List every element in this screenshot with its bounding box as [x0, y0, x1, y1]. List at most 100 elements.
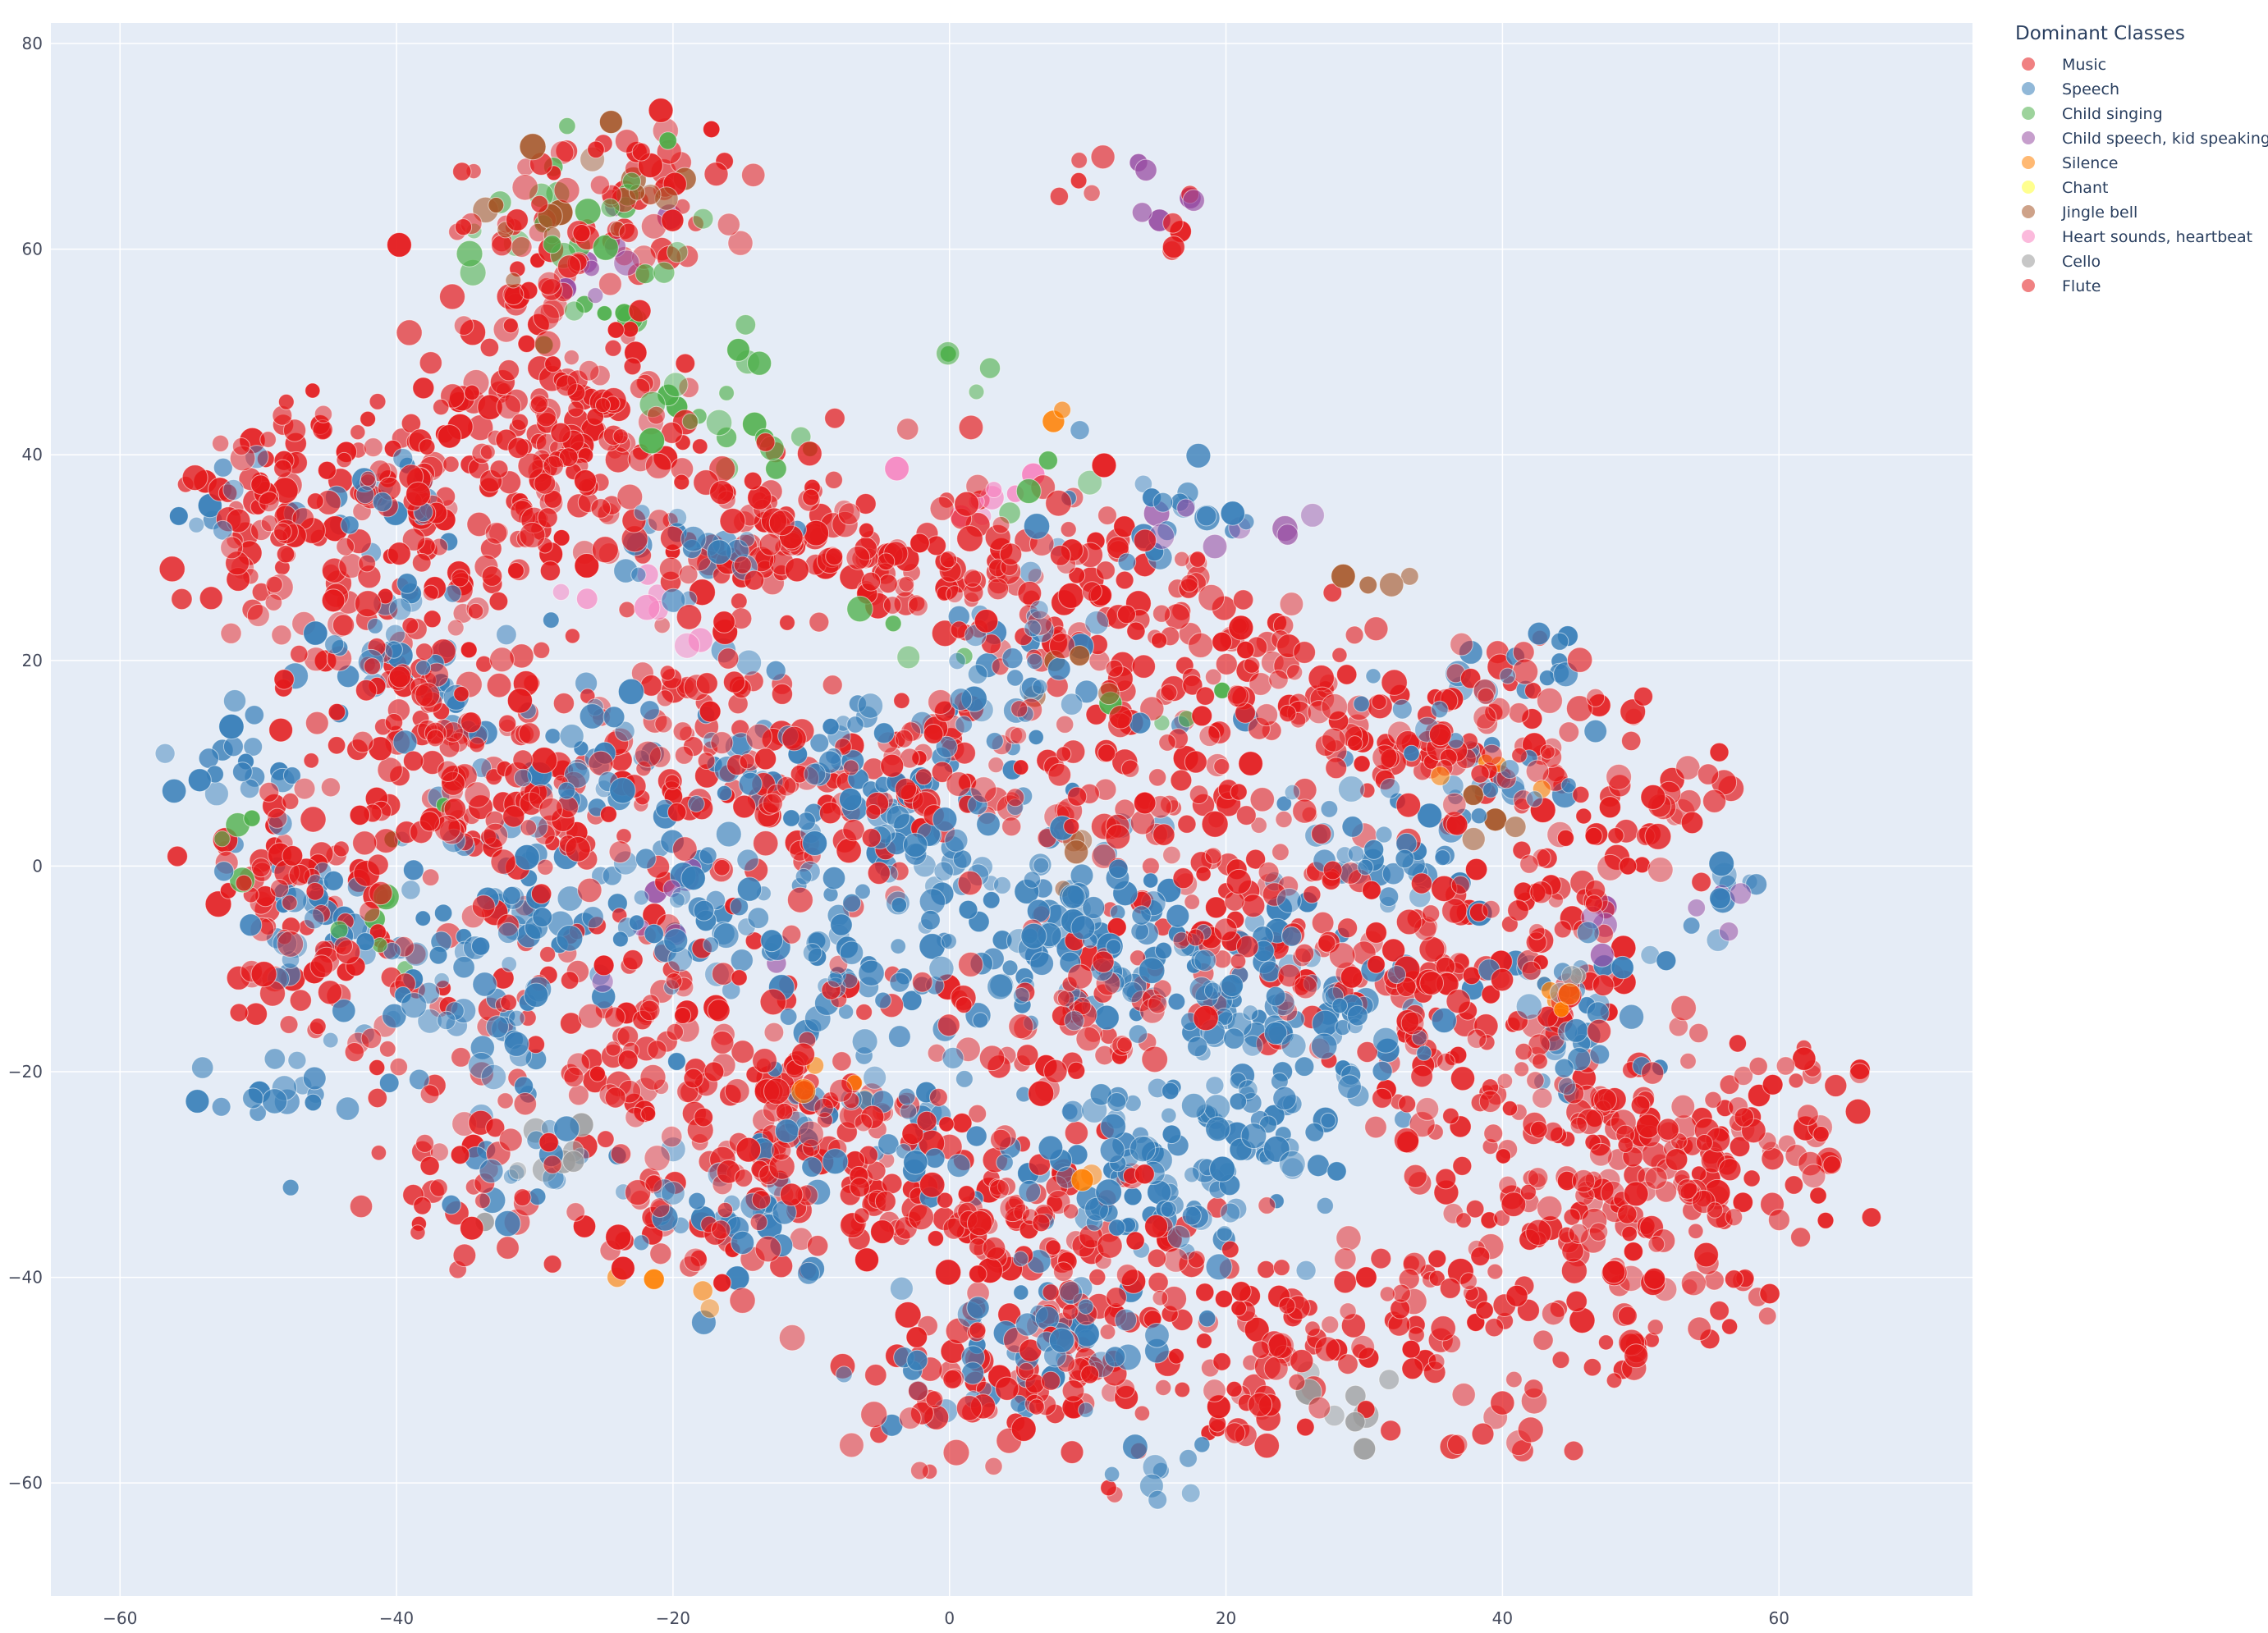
- data-point: [846, 595, 873, 623]
- data-point: [282, 766, 301, 785]
- data-point: [1275, 810, 1293, 829]
- data-point: [489, 460, 509, 478]
- data-point: [327, 736, 346, 755]
- data-point: [1029, 600, 1049, 620]
- data-point: [1238, 751, 1263, 776]
- data-point: [771, 1140, 792, 1161]
- data-point: [1321, 693, 1349, 720]
- data-point: [1470, 764, 1490, 784]
- data-point: [1096, 560, 1116, 580]
- data-point: [497, 922, 520, 945]
- legend-item[interactable]: Child speech, kid speaking: [2022, 130, 2268, 148]
- data-point: [902, 832, 928, 858]
- data-point: [352, 830, 378, 856]
- data-point: [935, 1259, 962, 1286]
- data-point: [1187, 1036, 1208, 1058]
- data-point: [634, 594, 661, 621]
- data-point: [736, 876, 763, 902]
- data-point: [758, 533, 782, 556]
- legend-item[interactable]: Flute: [2022, 277, 2101, 295]
- data-point: [231, 437, 251, 456]
- data-point: [1198, 725, 1221, 748]
- data-point: [796, 812, 816, 831]
- data-point: [633, 890, 649, 906]
- data-point: [305, 882, 325, 901]
- data-point: [617, 1050, 639, 1070]
- data-point: [1336, 664, 1358, 685]
- data-point: [612, 931, 629, 948]
- data-point: [537, 271, 561, 295]
- data-point: [822, 675, 843, 696]
- data-point: [1312, 1009, 1339, 1037]
- data-point: [396, 319, 423, 346]
- legend-item[interactable]: Jingle bell: [2022, 204, 2137, 222]
- legend-item[interactable]: Silence: [2022, 154, 2119, 172]
- data-point: [1230, 1300, 1247, 1316]
- x-tick-label: −40: [379, 1608, 414, 1628]
- legend-label: Child speech, kid speaking: [2062, 130, 2268, 148]
- data-point: [1587, 1018, 1612, 1044]
- data-point: [263, 1048, 286, 1070]
- data-point: [735, 1137, 762, 1163]
- data-point: [861, 571, 882, 592]
- data-point: [1729, 882, 1752, 905]
- data-point: [803, 762, 827, 785]
- data-point: [1788, 1073, 1804, 1089]
- data-point: [1575, 807, 1592, 825]
- data-point: [837, 502, 861, 526]
- data-point: [683, 1247, 708, 1273]
- data-point: [513, 1092, 537, 1116]
- data-point: [760, 929, 784, 953]
- data-point: [1161, 1107, 1177, 1124]
- data-point: [1082, 896, 1106, 919]
- legend-title: Dominant Classes: [2015, 23, 2185, 44]
- data-point: [768, 510, 795, 537]
- data-point: [1177, 814, 1197, 834]
- legend-item[interactable]: Cello: [2022, 253, 2101, 271]
- data-point: [1034, 1306, 1060, 1331]
- data-point: [1589, 1044, 1611, 1065]
- data-point: [388, 666, 411, 688]
- data-point: [439, 283, 465, 310]
- legend-item[interactable]: Heart sounds, heartbeat: [2022, 228, 2252, 246]
- data-point: [1441, 898, 1468, 924]
- data-point: [538, 1132, 559, 1153]
- data-point: [287, 1050, 307, 1070]
- data-point: [1131, 905, 1152, 926]
- data-point: [1702, 789, 1727, 813]
- y-tick-label: −20: [8, 1062, 43, 1082]
- data-point: [1572, 785, 1590, 804]
- data-point: [744, 569, 765, 591]
- data-point: [415, 910, 432, 926]
- data-point: [1410, 872, 1433, 894]
- data-point: [1586, 688, 1606, 707]
- data-point: [711, 1219, 731, 1240]
- data-point: [638, 427, 666, 455]
- data-point: [1144, 1323, 1170, 1348]
- legend-item[interactable]: Speech: [2022, 80, 2119, 98]
- data-point: [1152, 604, 1171, 623]
- data-point: [612, 428, 629, 445]
- data-point: [213, 861, 235, 882]
- data-point: [1097, 1233, 1123, 1259]
- data-point: [782, 809, 800, 827]
- legend-label: Chant: [2062, 179, 2108, 197]
- data-point: [1067, 786, 1088, 807]
- data-point: [1279, 704, 1297, 723]
- data-point: [1278, 1297, 1296, 1315]
- data-point: [1365, 922, 1387, 944]
- data-point: [367, 1087, 387, 1109]
- data-point: [643, 1268, 665, 1290]
- data-point: [1268, 670, 1289, 690]
- legend-item[interactable]: Child singing: [2022, 105, 2163, 123]
- legend-item[interactable]: Chant: [2022, 179, 2108, 197]
- data-point: [749, 1213, 768, 1231]
- data-point: [220, 622, 242, 644]
- data-point: [1180, 1483, 1201, 1503]
- data-point: [1205, 1116, 1230, 1142]
- data-point: [1012, 987, 1030, 1004]
- data-point: [703, 1061, 725, 1082]
- legend-item[interactable]: Music: [2022, 56, 2106, 74]
- data-point: [1304, 1320, 1321, 1337]
- data-point: [919, 933, 946, 960]
